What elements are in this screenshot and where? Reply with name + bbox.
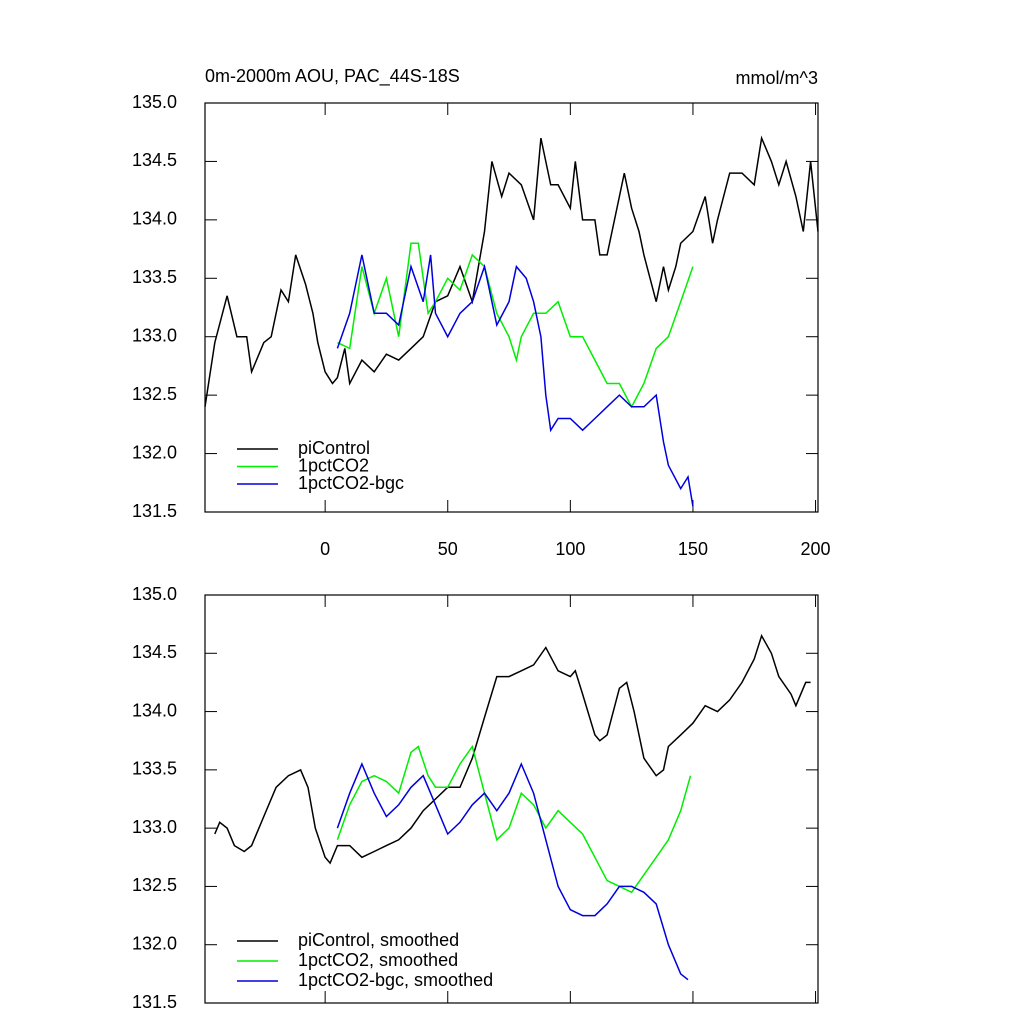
- y-tick-label: 133.5: [132, 267, 177, 287]
- y-tick-label: 135.0: [132, 92, 177, 112]
- legend-label: 1pctCO2-bgc: [298, 473, 404, 493]
- y-tick-label: 134.0: [132, 209, 177, 229]
- plot-frame: [204, 594, 819, 1004]
- legend-label: 1pctCO2-bgc, smoothed: [298, 970, 493, 990]
- y-tick-label: 133.0: [132, 325, 177, 345]
- y-tick-label: 132.0: [132, 933, 177, 953]
- legend-label: 1pctCO2: [298, 455, 369, 475]
- y-tick-label: 131.5: [132, 501, 177, 521]
- legend-label: piControl: [298, 438, 370, 458]
- y-tick-label: 134.0: [132, 700, 177, 720]
- x-tick-label: 150: [678, 539, 708, 559]
- legend-label: 1pctCO2, smoothed: [298, 950, 458, 970]
- y-tick-label: 133.0: [132, 817, 177, 837]
- units-label: mmol/m^3: [736, 68, 818, 88]
- y-tick-label: 132.5: [132, 875, 177, 895]
- legend-label: piControl, smoothed: [298, 930, 459, 950]
- x-tick-label: 50: [438, 539, 458, 559]
- chart-title: 0m-2000m AOU, PAC_44S-18S: [205, 66, 460, 87]
- series-line: [336, 254, 694, 507]
- y-tick-label: 134.5: [132, 150, 177, 170]
- plot-frame: [204, 102, 819, 513]
- series-line: [336, 744, 692, 894]
- x-tick-label: 200: [801, 539, 831, 559]
- y-tick-label: 134.5: [132, 642, 177, 662]
- series-line: [204, 135, 819, 407]
- y-tick-label: 132.5: [132, 384, 177, 404]
- series-line: [214, 633, 811, 865]
- y-tick-label: 132.0: [132, 442, 177, 462]
- series-line: [336, 762, 689, 981]
- y-tick-label: 131.5: [132, 992, 177, 1012]
- series-line: [337, 242, 694, 409]
- y-tick-label: 133.5: [132, 759, 177, 779]
- x-tick-label: 0: [320, 539, 330, 559]
- y-tick-label: 135.0: [132, 584, 177, 604]
- x-tick-label: 100: [555, 539, 585, 559]
